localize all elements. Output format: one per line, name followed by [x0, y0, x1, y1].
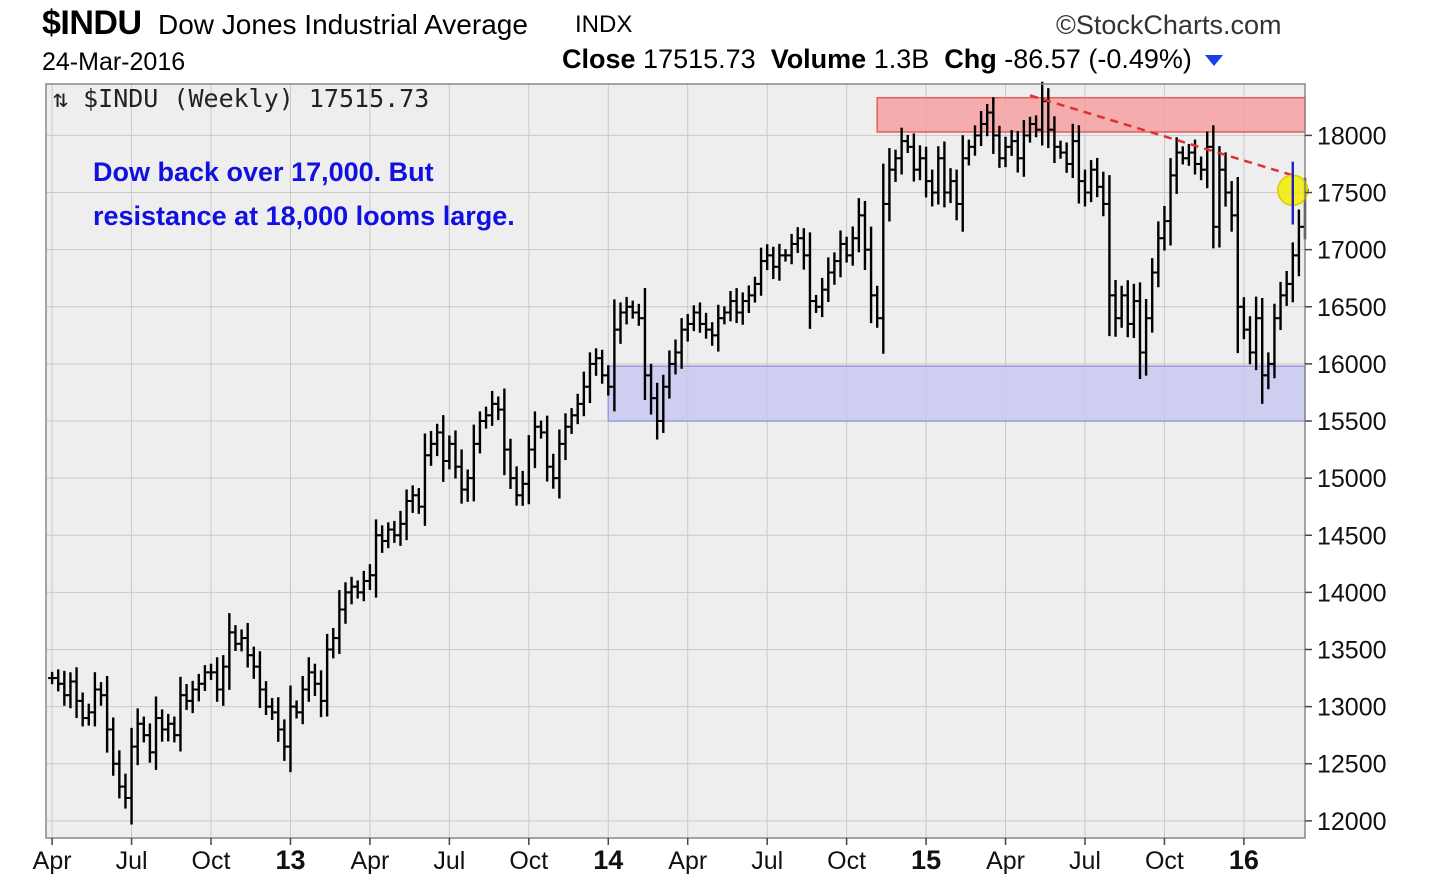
- stats-bar: Close 17515.73 Volume 1.3B Chg -86.57 (-…: [562, 44, 1224, 75]
- y-tick-label: 12500: [1317, 751, 1387, 779]
- x-tick-label: Oct: [827, 847, 866, 875]
- ticker-symbol: $INDU: [42, 4, 142, 42]
- chart-annotation: resistance at 18,000 looms large.: [93, 201, 515, 231]
- triangle-down-icon[interactable]: [1205, 55, 1224, 67]
- close-label: Close: [562, 44, 636, 74]
- chg-value: -86.57 (-0.49%): [1004, 44, 1192, 74]
- chart-legend: ⇅ $INDU (Weekly) 17515.73: [53, 84, 429, 113]
- x-tick-label: Apr: [986, 847, 1025, 875]
- x-tick-label: Apr: [668, 847, 707, 875]
- exchange-code: INDX: [575, 11, 633, 38]
- y-tick-label: 16000: [1317, 351, 1387, 379]
- y-tick-label: 14500: [1317, 522, 1387, 550]
- x-tick-label: 15: [911, 845, 941, 875]
- x-tick-label: Oct: [192, 847, 231, 875]
- support-zone: [607, 365, 1306, 422]
- y-tick-label: 13000: [1317, 694, 1387, 722]
- x-tick-label: Jul: [433, 847, 465, 875]
- volume-label: Volume: [770, 44, 867, 74]
- x-tick-label: Jul: [751, 847, 783, 875]
- x-tick-label: Apr: [33, 847, 72, 875]
- x-tick-label: Oct: [509, 847, 548, 875]
- plot-area: [46, 84, 1305, 838]
- y-tick-label: 17500: [1317, 180, 1387, 208]
- x-tick-label: Oct: [1145, 847, 1184, 875]
- resistance-trendline: [1029, 94, 1294, 177]
- y-tick-label: 15000: [1317, 465, 1387, 493]
- y-tick-label: 16500: [1317, 294, 1387, 322]
- chart-date: 24-Mar-2016: [42, 48, 186, 76]
- y-tick-label: 13500: [1317, 637, 1387, 665]
- y-tick-label: 12000: [1317, 808, 1387, 836]
- y-tick-label: 14000: [1317, 579, 1387, 607]
- close-value: 17515.73: [643, 44, 756, 74]
- volume-value: 1.3B: [873, 44, 930, 74]
- x-tick-label: Jul: [1069, 847, 1101, 875]
- x-tick-label: 16: [1229, 845, 1259, 875]
- index-name: Dow Jones Industrial Average: [158, 9, 528, 40]
- y-tick-label: 18000: [1317, 122, 1387, 150]
- resistance-zone: [876, 96, 1306, 133]
- x-tick-label: Jul: [116, 847, 148, 875]
- y-tick-label: 15500: [1317, 408, 1387, 436]
- x-tick-label: 14: [593, 845, 623, 875]
- y-tick-label: 17000: [1317, 237, 1387, 265]
- brand-link[interactable]: ©StockCharts.com: [1056, 10, 1282, 40]
- x-tick-label: 13: [275, 845, 305, 875]
- ohlc-bars: [48, 81, 1309, 825]
- x-tick-label: Apr: [350, 847, 389, 875]
- plot-border: [45, 83, 1306, 839]
- chart-annotation: Dow back over 17,000. But: [93, 157, 434, 187]
- chg-label: Chg: [944, 44, 997, 74]
